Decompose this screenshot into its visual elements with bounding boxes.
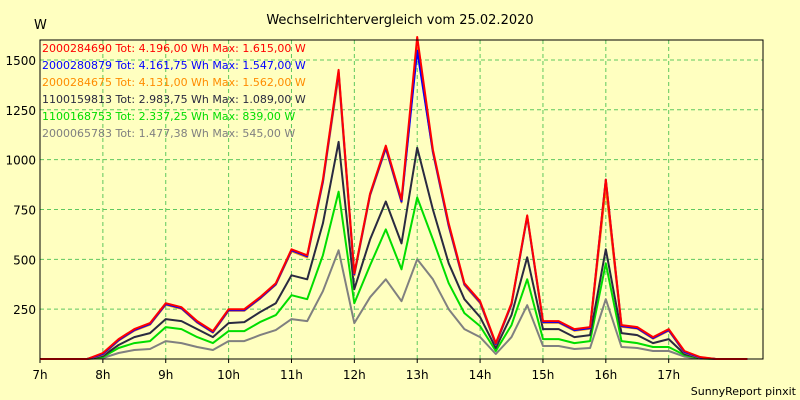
series-line-1100168753 (40, 190, 748, 360)
legend-entry-2000284690: 2000284690 Tot: 4.196,00 Wh Max: 1.615,0… (42, 42, 306, 55)
plot-frame (39, 39, 764, 360)
y-axis-ticks: 250 500 750 1000 1250 1500 (5, 54, 36, 317)
footer-credit: SunnyReport pinxit (691, 385, 797, 398)
x-tick-label: 17h (657, 368, 680, 382)
legend-entry-2000280879: 2000280879 Tot: 4.161,75 Wh Max: 1.547,0… (42, 59, 306, 72)
legend-entry-2000284675: 2000284675 Tot: 4.131,00 Wh Max: 1.562,0… (42, 76, 306, 89)
x-tick-label: 9h (158, 368, 173, 382)
y-axis-unit-label: W (34, 18, 47, 33)
x-tick-label: 15h (532, 368, 555, 382)
y-tick-label: 250 (13, 303, 36, 317)
x-tick-label: 16h (594, 368, 617, 382)
legend-entry-1100159813: 1100159813 Tot: 2.983,75 Wh Max: 1.089,0… (42, 93, 306, 106)
x-tick-label: 12h (343, 368, 366, 382)
x-tick-label: 8h (95, 368, 110, 382)
x-tick-label: 10h (217, 368, 240, 382)
y-tick-label: 1000 (5, 154, 36, 168)
y-tick-label: 1500 (5, 54, 36, 68)
x-axis-ticks: 7h 8h 9h 10h 11h 12h 13h 14h 15h 16h 17h (32, 359, 680, 382)
series-lines (40, 36, 748, 360)
series-line-1100159813 (40, 140, 748, 360)
series-line-2000065783 (40, 249, 748, 360)
y-tick-label: 1250 (5, 104, 36, 118)
legend: 2000284690 Tot: 4.196,00 Wh Max: 1.615,0… (42, 42, 306, 140)
x-tick-label: 14h (469, 368, 492, 382)
legend-entry-1100168753: 1100168753 Tot: 2.337,25 Wh Max: 839,00 … (42, 110, 295, 123)
y-tick-label: 750 (13, 203, 36, 217)
chart-title: Wechselrichtervergleich vom 25.02.2020 (266, 13, 533, 28)
x-tick-label: 13h (406, 368, 429, 382)
series-line-2000284690 (40, 36, 748, 360)
legend-entry-2000065783: 2000065783 Tot: 1.477,38 Wh Max: 545,00 … (42, 127, 295, 140)
x-tick-label: 11h (280, 368, 303, 382)
x-tick-label: 7h (32, 368, 47, 382)
y-tick-label: 500 (13, 253, 36, 267)
